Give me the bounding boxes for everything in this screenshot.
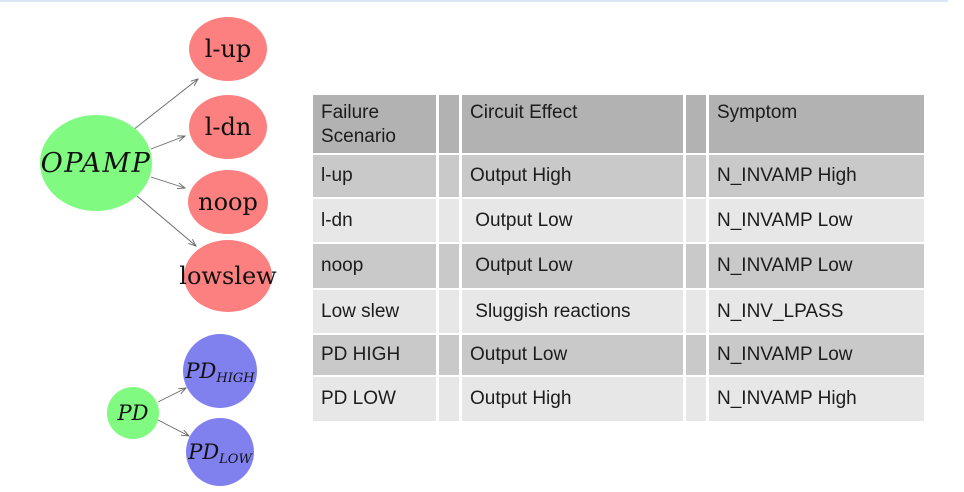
node-pdhigh-circle bbox=[183, 334, 257, 408]
row-spacer bbox=[686, 290, 706, 333]
node-noop-label: noop bbox=[198, 188, 258, 216]
cell-effect: Output Low bbox=[462, 335, 683, 375]
pd-arrows bbox=[157, 388, 189, 436]
header-spacer bbox=[686, 95, 706, 153]
row-spacer bbox=[686, 377, 706, 421]
cell-effect: Output Low bbox=[462, 199, 683, 242]
window-top-edge bbox=[0, 0, 948, 2]
cell-symptom: N_INVAMP Low bbox=[709, 244, 924, 288]
arrow-pd-high bbox=[157, 388, 186, 403]
cell-scenario: noop bbox=[313, 244, 436, 288]
arrow-opamp-noop bbox=[150, 176, 185, 188]
cell-symptom: N_INVAMP Low bbox=[709, 199, 924, 242]
col-header-effect: Circuit Effect bbox=[462, 95, 683, 153]
node-pdlow-circle bbox=[186, 418, 254, 486]
node-lowslew-ellipse bbox=[184, 240, 272, 312]
cell-symptom: N_INV_LPASS bbox=[709, 290, 924, 333]
row-spacer bbox=[686, 244, 706, 288]
cell-symptom: N_INVAMP Low bbox=[709, 335, 924, 375]
row-spacer bbox=[439, 335, 459, 375]
cell-effect: Output Low bbox=[462, 244, 683, 288]
cell-scenario: Low slew bbox=[313, 290, 436, 333]
cell-scenario: PD LOW bbox=[313, 377, 436, 421]
opamp-arrows bbox=[132, 79, 198, 246]
arrow-opamp-lowslew bbox=[136, 195, 196, 246]
node-lowslew-label: lowslew bbox=[179, 262, 277, 290]
row-spacer bbox=[686, 335, 706, 375]
cell-effect: Sluggish reactions bbox=[462, 290, 683, 333]
node-opamp-label: OPAMP bbox=[41, 148, 152, 179]
row-spacer bbox=[686, 155, 706, 197]
node-pd-label: PD bbox=[117, 401, 149, 425]
node-ldn-ellipse bbox=[189, 95, 267, 159]
col-header-symptom: Symptom bbox=[709, 95, 924, 153]
header-spacer bbox=[439, 95, 459, 153]
cell-symptom: N_INVAMP High bbox=[709, 155, 924, 197]
failure-scenario-table: Failure Scenario Circuit Effect Symptom … bbox=[313, 95, 924, 421]
node-ldn-label: l-dn bbox=[205, 113, 252, 141]
arrow-opamp-lup bbox=[132, 79, 198, 131]
node-lup-label: l-up bbox=[205, 35, 252, 63]
cell-scenario: l-up bbox=[313, 155, 436, 197]
row-spacer bbox=[439, 244, 459, 288]
cell-effect: Output High bbox=[462, 155, 683, 197]
node-opamp-ellipse bbox=[40, 115, 152, 211]
cell-effect: Output High bbox=[462, 377, 683, 421]
node-pdlow-label: PDLOW bbox=[187, 440, 253, 467]
row-spacer bbox=[439, 290, 459, 333]
node-pdhigh-label: PDHIGH bbox=[184, 359, 255, 386]
row-spacer bbox=[439, 155, 459, 197]
arrow-opamp-ldn bbox=[150, 136, 185, 150]
cell-scenario: PD HIGH bbox=[313, 335, 436, 375]
fault-tree-diagram: OPAMP l-up l-dn noop lowslew PD PDHIGH P… bbox=[40, 17, 277, 486]
node-pd-circle bbox=[107, 387, 159, 439]
arrow-pd-low bbox=[157, 419, 189, 436]
col-header-scenario: Failure Scenario bbox=[313, 95, 436, 153]
node-noop-ellipse bbox=[188, 170, 268, 234]
row-spacer bbox=[439, 199, 459, 242]
cell-scenario: l-dn bbox=[313, 199, 436, 242]
row-spacer bbox=[439, 377, 459, 421]
cell-symptom: N_INVAMP High bbox=[709, 377, 924, 421]
node-lup-ellipse bbox=[189, 17, 267, 81]
row-spacer bbox=[686, 199, 706, 242]
